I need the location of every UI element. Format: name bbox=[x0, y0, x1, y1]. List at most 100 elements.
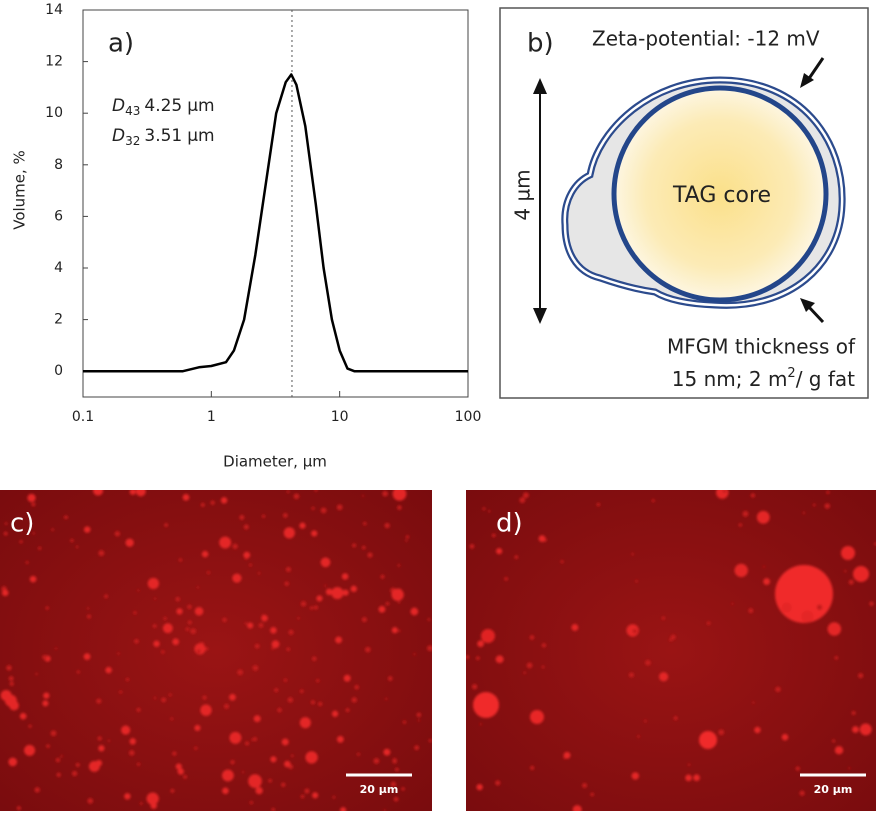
droplet bbox=[834, 656, 839, 660]
droplet bbox=[282, 513, 288, 518]
mfgm-label: MFGM thickness of bbox=[667, 335, 856, 359]
droplet bbox=[416, 712, 422, 718]
droplet bbox=[162, 623, 173, 634]
droplet bbox=[19, 712, 27, 720]
droplet bbox=[391, 588, 404, 601]
droplet bbox=[795, 766, 800, 771]
droplet bbox=[128, 750, 135, 756]
droplet bbox=[572, 805, 582, 811]
droplet bbox=[336, 504, 343, 511]
droplet bbox=[27, 493, 36, 503]
droplet bbox=[31, 502, 36, 507]
droplet bbox=[363, 521, 367, 526]
droplet bbox=[514, 555, 519, 559]
droplet bbox=[71, 770, 78, 777]
droplet bbox=[342, 589, 349, 596]
droplet bbox=[364, 646, 371, 653]
droplet bbox=[390, 781, 397, 787]
droplet bbox=[869, 601, 874, 606]
droplet bbox=[481, 629, 495, 643]
superscript: 2 bbox=[787, 366, 795, 381]
droplet bbox=[84, 526, 91, 533]
droplet bbox=[243, 524, 249, 530]
droplet bbox=[397, 505, 402, 510]
droplet bbox=[523, 671, 526, 674]
droplet bbox=[243, 551, 251, 559]
droplet bbox=[249, 563, 252, 567]
droplet bbox=[46, 744, 50, 748]
droplet bbox=[194, 724, 201, 732]
droplet bbox=[781, 733, 789, 741]
droplet bbox=[340, 807, 347, 811]
droplet bbox=[781, 602, 792, 613]
droplet bbox=[361, 616, 367, 623]
droplet bbox=[410, 607, 419, 616]
droplet bbox=[95, 759, 103, 767]
x-tick-label: 0.1 bbox=[72, 409, 94, 425]
droplet bbox=[247, 622, 254, 629]
droplet bbox=[645, 659, 651, 666]
droplet bbox=[29, 575, 37, 583]
droplet bbox=[384, 522, 390, 529]
droplet bbox=[687, 763, 691, 766]
droplet bbox=[479, 723, 482, 726]
droplet bbox=[354, 684, 359, 690]
y-tick-label: 6 bbox=[54, 208, 63, 224]
y-tick-label: 10 bbox=[45, 105, 63, 121]
tag-core bbox=[611, 85, 829, 303]
droplet bbox=[383, 748, 391, 756]
droplet bbox=[541, 643, 547, 648]
droplet bbox=[134, 638, 139, 644]
droplet bbox=[722, 490, 727, 493]
droplet bbox=[341, 573, 349, 580]
droplet bbox=[293, 493, 300, 500]
droplet bbox=[427, 645, 432, 652]
droplet bbox=[257, 572, 261, 575]
symbol: D bbox=[112, 126, 125, 146]
droplet bbox=[196, 586, 200, 589]
droplet bbox=[182, 493, 190, 501]
droplet bbox=[853, 566, 869, 582]
droplet bbox=[762, 565, 766, 568]
droplet bbox=[281, 782, 286, 787]
x-axis-label: Diameter, µm bbox=[223, 453, 327, 471]
droplet bbox=[96, 698, 102, 704]
droplet bbox=[336, 735, 344, 743]
core-label: TAG core bbox=[672, 183, 771, 208]
droplet bbox=[310, 700, 316, 705]
droplet bbox=[129, 490, 136, 495]
droplet bbox=[414, 745, 420, 751]
droplet bbox=[651, 499, 655, 503]
droplet bbox=[105, 666, 112, 674]
droplet bbox=[9, 681, 14, 686]
droplet bbox=[504, 577, 508, 581]
droplet bbox=[754, 726, 761, 734]
droplet bbox=[427, 618, 431, 621]
droplet bbox=[405, 535, 410, 539]
droplet bbox=[86, 614, 92, 619]
droplet bbox=[204, 646, 209, 651]
droplet bbox=[172, 751, 177, 756]
droplet bbox=[190, 628, 197, 635]
droplet bbox=[299, 689, 304, 694]
droplet bbox=[832, 739, 836, 743]
droplet bbox=[380, 574, 385, 579]
droplet bbox=[87, 797, 94, 804]
droplet bbox=[858, 673, 864, 679]
droplet bbox=[133, 611, 137, 615]
droplet bbox=[750, 493, 756, 498]
droplet bbox=[274, 688, 279, 693]
droplet bbox=[8, 676, 14, 682]
droplet bbox=[685, 774, 692, 782]
droplet bbox=[229, 693, 236, 701]
droplet bbox=[300, 794, 305, 799]
droplet bbox=[402, 720, 407, 724]
droplet bbox=[311, 506, 315, 510]
zeta-arrow bbox=[806, 57, 825, 81]
image-background bbox=[466, 490, 876, 811]
droplet bbox=[271, 646, 275, 650]
droplet bbox=[32, 532, 35, 535]
droplet bbox=[196, 649, 201, 654]
droplet bbox=[812, 503, 816, 507]
